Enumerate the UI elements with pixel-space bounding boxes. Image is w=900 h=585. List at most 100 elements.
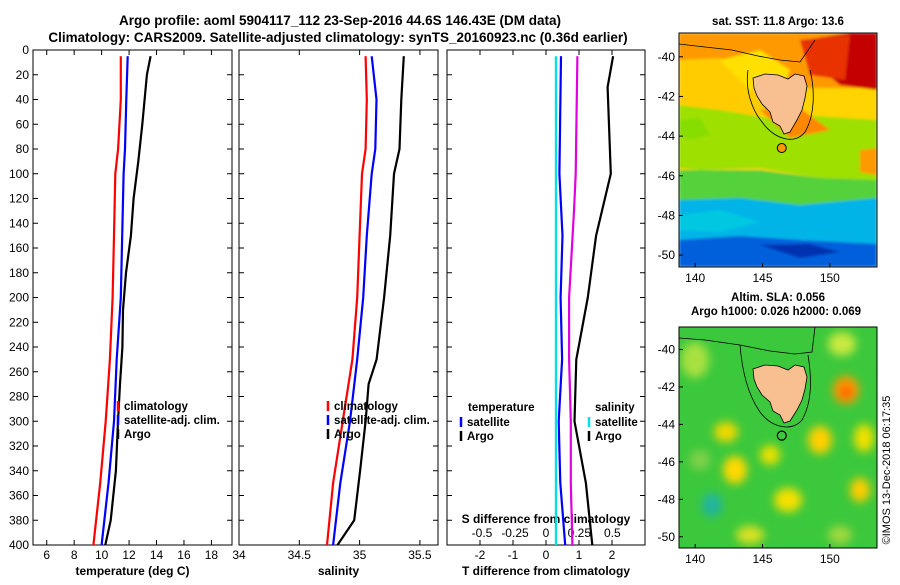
depth-contour-sla: [739, 344, 811, 428]
legend-label: climatology: [124, 401, 189, 413]
sst-map-title: sat. SST: 11.8 Argo: 13.6: [712, 16, 844, 28]
map-y-tick-label: -46: [658, 169, 676, 183]
mainland-coast: [679, 39, 816, 63]
sla-map-title-2: Argo h1000: 0.026 h2000: 0.069: [691, 306, 861, 318]
y-tick-label: 200: [9, 291, 29, 305]
tasmania-land-sla: [752, 364, 808, 424]
panel-frame-temperature: [32, 49, 233, 546]
panel-difference: -2 -1 0 1 2 T difference from climatology S di…: [446, 49, 646, 578]
panel-frame-salinity: [238, 49, 439, 546]
sla-frame: [678, 326, 878, 549]
map-y-tick-label: -50: [658, 530, 676, 544]
map-x-tick-label: 140: [685, 552, 705, 566]
x-tick-label-top: -0.5: [472, 526, 493, 540]
y-tick-label: 20: [16, 68, 30, 82]
y-tick-label: 140: [9, 216, 29, 230]
x-axis-label-difference: T difference from climatology: [462, 564, 630, 578]
y-tick-label: 380: [9, 513, 29, 527]
sla-axis-ticks: 140 145 150 -40 -42 -44 -46 -48 -50: [658, 342, 841, 566]
x-tick-label: 35: [353, 548, 367, 562]
map-y-tick-label: -42: [658, 380, 676, 394]
sla-map-title-1: Altim. SLA: 0.056: [731, 292, 825, 304]
legend-label: climatology: [334, 401, 399, 413]
legend-salinity-title: salinity: [595, 402, 635, 414]
y-tick-label: 260: [9, 365, 29, 379]
x-tick-label: 34.5: [288, 548, 312, 562]
panel-salinity: 34 34.5 35 35.5 salinity climatology satellite…: [232, 49, 439, 578]
series-difference-s-argo: [573, 56, 615, 546]
series-temperature-argo: [104, 55, 152, 546]
x-tick-label: 6: [43, 548, 50, 562]
legend-label: satellite-adj. clim.: [334, 415, 430, 427]
x-tick-label: 2: [609, 548, 616, 562]
panel-temperature: 0 20 40 60 80 100 120 140 160 180 200 220 240 260 280 3…: [9, 43, 233, 578]
map-x-tick-label: 150: [820, 552, 840, 566]
series-temperature-satellite-adj-clim-: [100, 56, 129, 546]
map-x-tick-label: 145: [752, 271, 772, 285]
map-x-tick-label: 150: [820, 271, 840, 285]
map-x-tick-label: 140: [685, 271, 705, 285]
sst-frame: [678, 32, 878, 268]
x-tick-label: 18: [205, 548, 219, 562]
map-y-tick-label: -42: [658, 89, 676, 103]
series-difference-s-satellite: [567, 56, 579, 546]
legend-label: Argo: [124, 429, 151, 441]
map-y-tick-label: -48: [658, 208, 676, 222]
y-tick-label: 180: [9, 266, 29, 280]
legend-label: Argo: [334, 429, 361, 441]
y-tick-label: 340: [9, 464, 29, 478]
x-tick-label: -2: [475, 548, 486, 562]
legend-label: satellite: [467, 417, 510, 429]
y-tick-label: 100: [9, 167, 29, 181]
x-tick-label-top: 0: [543, 526, 550, 540]
y-tick-label: 160: [9, 241, 29, 255]
y-tick-label: 400: [9, 538, 29, 552]
map-y-tick-label: -44: [658, 417, 676, 431]
title-line-1: Argo profile: aoml 5904117_112 23-Sep-20…: [119, 13, 561, 28]
x-axis-label-temperature: temperature (deg C): [75, 564, 189, 578]
map-x-tick-label: 145: [752, 552, 772, 566]
argo-position-marker-sla: [776, 430, 787, 441]
series-difference-t-argo: [557, 56, 567, 546]
y-tick-label: 40: [16, 93, 30, 107]
y-tick-label: 280: [9, 390, 29, 404]
x-tick-label: 12: [122, 548, 136, 562]
x-tick-label-top: 0.5: [604, 526, 621, 540]
title-line-2: Climatology: CARS2009. Satellite-adjuste…: [48, 30, 627, 45]
x-tick-label: 14: [150, 548, 164, 562]
x-tick-label: -1: [508, 548, 519, 562]
y-tick-label: 220: [9, 315, 29, 329]
map-y-tick-label: -44: [658, 129, 676, 143]
series-salinity-satellite-adj-clim-: [332, 56, 378, 546]
series-salinity-argo: [336, 56, 405, 546]
y-tick-label: 120: [9, 192, 29, 206]
legend-label: satellite: [595, 417, 638, 429]
sla-map: Altim. SLA: 0.056 Argo h1000: 0.026 h200…: [658, 292, 878, 566]
y-tick-label: 60: [16, 117, 30, 131]
y-tick-label: 0: [22, 43, 29, 57]
series-temperature-climatology: [92, 56, 122, 546]
x-axis-label-salinity: salinity: [318, 564, 360, 578]
map-y-tick-label: -46: [658, 455, 676, 469]
legend-label: Argo: [595, 431, 622, 443]
mainland-coast-sla: [679, 327, 816, 355]
legend-label: satellite-adj. clim.: [124, 415, 220, 427]
x-tick-label-top: -0.25: [501, 526, 529, 540]
y-tick-label: 360: [9, 489, 29, 503]
x-tick-label: 1: [576, 548, 583, 562]
depth-contour-sst: [746, 69, 814, 140]
x-tick-label: 34: [232, 548, 246, 562]
tasmania-land: [752, 73, 808, 135]
map-y-tick-label: -40: [658, 342, 676, 356]
panel-frame-difference: [446, 49, 646, 546]
map-y-tick-label: -40: [658, 50, 676, 64]
series-salinity-climatology: [325, 56, 368, 546]
mainland-shelf-sla: [679, 327, 815, 355]
y-tick-label: 300: [9, 414, 29, 428]
legend-temperature-title: temperature: [468, 402, 534, 414]
y-tick-label: 80: [16, 142, 30, 156]
x-tick-label: 10: [95, 548, 109, 562]
x-tick-label-top: 0.25: [568, 526, 592, 540]
imos-credit: ©IMOS 13-Dec-2018 06:17:35: [881, 396, 893, 545]
